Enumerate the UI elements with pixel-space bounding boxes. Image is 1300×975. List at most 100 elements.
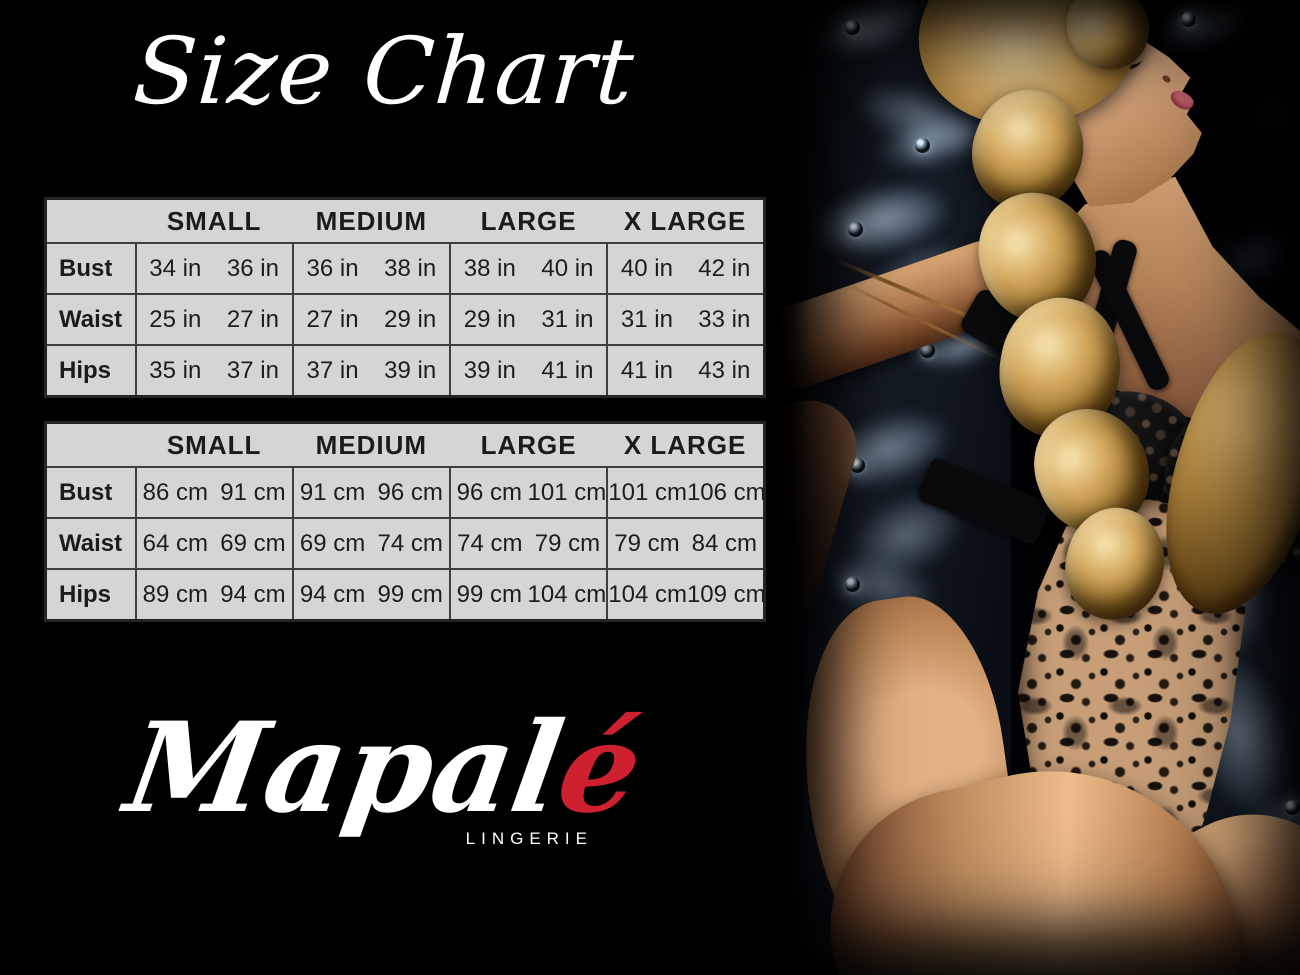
measurement-value: 96 cm	[456, 478, 522, 506]
measurement-value: 25 in	[149, 305, 202, 333]
measurement-value: 36 in	[226, 254, 279, 282]
tufted-button	[920, 343, 935, 358]
size-cell: 104 cm 109 cm	[606, 568, 766, 622]
tufted-button	[848, 222, 863, 237]
measurement-value: 29 in	[463, 305, 516, 333]
model-photo	[768, 0, 1300, 975]
measurement-value: 74 cm	[457, 529, 523, 557]
size-table-centimeters: SMALL MEDIUM LARGE X LARGE Bust 86 cm 91 …	[44, 421, 766, 622]
size-cell: 38 in 40 in	[448, 242, 609, 295]
measurement-value: 64 cm	[142, 529, 208, 557]
column-header-xlarge: X LARGE	[607, 198, 765, 244]
corner-cell	[45, 422, 136, 468]
measurement-value: 79 cm	[534, 529, 601, 557]
measurement-value: 94 cm	[220, 580, 286, 608]
measurement-value: 37 in	[226, 356, 279, 384]
size-cell: 34 in 36 in	[134, 242, 294, 295]
size-cell: 86 cm 91 cm	[134, 466, 294, 519]
row-label: Bust	[44, 466, 137, 519]
column-header-large: LARGE	[450, 422, 608, 468]
page-title: Size Chart	[130, 18, 638, 125]
measurement-value: 37 in	[306, 356, 359, 384]
measurement-value: 89 cm	[142, 580, 208, 608]
size-cell: 31 in 33 in	[606, 293, 766, 346]
size-cell: 35 in 37 in	[134, 344, 294, 398]
brand-logo: Mapalé LINGERIE	[0, 696, 768, 849]
size-cell: 64 cm 69 cm	[134, 517, 294, 570]
measurement-value: 33 in	[698, 305, 751, 333]
measurement-value: 106 cm	[686, 478, 766, 506]
table-row-waist: Waist 25 in 27 in 27 in 29 in 29 in 31 in 3…	[44, 293, 766, 346]
size-cell: 69 cm 74 cm	[291, 517, 452, 570]
size-cell: 96 cm 101 cm	[448, 466, 609, 519]
measurement-value: 41 in	[541, 356, 594, 384]
size-cell: 89 cm 94 cm	[134, 568, 294, 622]
column-header-medium: MEDIUM	[292, 198, 450, 244]
measurement-value: 91 cm	[299, 478, 366, 506]
measurement-value: 39 in	[384, 356, 437, 384]
header-row: SMALL MEDIUM LARGE X LARGE	[45, 198, 765, 244]
measurement-value: 101 cm	[608, 478, 687, 506]
measurement-value: 38 in	[384, 254, 437, 282]
tufted-button	[915, 138, 930, 153]
size-cell: 94 cm 99 cm	[291, 568, 452, 622]
table-row-bust: Bust 34 in 36 in 36 in 38 in 38 in 40 in 40…	[44, 242, 766, 295]
measurement-value: 84 cm	[691, 529, 757, 557]
size-cell: 37 in 39 in	[291, 344, 452, 398]
header-row: SMALL MEDIUM LARGE X LARGE	[45, 422, 765, 468]
measurement-value: 79 cm	[614, 529, 680, 557]
measurement-value: 99 cm	[377, 580, 443, 608]
measurement-value: 101 cm	[527, 478, 607, 506]
row-label: Waist	[44, 517, 137, 570]
column-header-small: SMALL	[135, 198, 293, 244]
measurement-value: 29 in	[384, 305, 437, 333]
measurement-value: 38 in	[463, 254, 516, 282]
tufted-button	[1181, 12, 1196, 27]
size-cell: 36 in 38 in	[291, 242, 452, 295]
size-cell: 74 cm 79 cm	[448, 517, 609, 570]
photo-left-blend	[768, 0, 810, 975]
measurement-value: 69 cm	[220, 529, 286, 557]
measurement-value: 104 cm	[527, 580, 607, 608]
measurement-value: 94 cm	[299, 580, 366, 608]
corner-cell	[45, 198, 136, 244]
measurement-value: 27 in	[226, 305, 279, 333]
size-cell: 99 cm 104 cm	[448, 568, 609, 622]
size-cell: 101 cm 106 cm	[606, 466, 766, 519]
tufted-button	[845, 577, 860, 592]
info-panel: Size Chart SMALL MEDIUM LARGE X LARGE Bu…	[0, 18, 768, 849]
measurement-value: 39 in	[463, 356, 516, 384]
size-cell: 39 in 41 in	[448, 344, 609, 398]
measurement-value: 27 in	[306, 305, 359, 333]
table-row-hips: Hips 35 in 37 in 37 in 39 in 39 in 41 in 41…	[44, 344, 766, 398]
measurement-value: 86 cm	[142, 478, 208, 506]
size-cell: 91 cm 96 cm	[291, 466, 452, 519]
measurement-value: 99 cm	[456, 580, 522, 608]
measurement-value: 96 cm	[377, 478, 443, 506]
measurement-value: 74 cm	[377, 529, 443, 557]
size-cell: 41 in 43 in	[606, 344, 766, 398]
measurement-value: 35 in	[149, 356, 202, 384]
table-row-hips: Hips 89 cm 94 cm 94 cm 99 cm 99 cm 104 cm 1…	[44, 568, 766, 622]
column-header-large: LARGE	[450, 198, 608, 244]
tufted-button	[1285, 800, 1300, 815]
size-cell: 79 cm 84 cm	[606, 517, 766, 570]
measurement-value: 109 cm	[686, 580, 766, 608]
measurement-value: 43 in	[698, 356, 751, 384]
measurement-value: 104 cm	[608, 580, 687, 608]
brand-tagline: LINGERIE	[465, 828, 593, 848]
column-header-xlarge: X LARGE	[607, 422, 765, 468]
size-cell: 40 in 42 in	[606, 242, 766, 295]
row-label: Waist	[44, 293, 137, 346]
brand-wordmark-main: Mapal	[117, 696, 573, 841]
measurement-value: 34 in	[149, 254, 202, 282]
measurement-value: 31 in	[541, 305, 594, 333]
measurement-value: 42 in	[698, 254, 751, 282]
size-cell: 27 in 29 in	[291, 293, 452, 346]
tufted-button	[845, 20, 860, 35]
table-row-waist: Waist 64 cm 69 cm 69 cm 74 cm 74 cm 79 cm 7…	[44, 517, 766, 570]
measurement-value: 40 in	[541, 254, 594, 282]
column-header-medium: MEDIUM	[292, 422, 450, 468]
brand-wordmark: Mapalé	[0, 696, 779, 841]
